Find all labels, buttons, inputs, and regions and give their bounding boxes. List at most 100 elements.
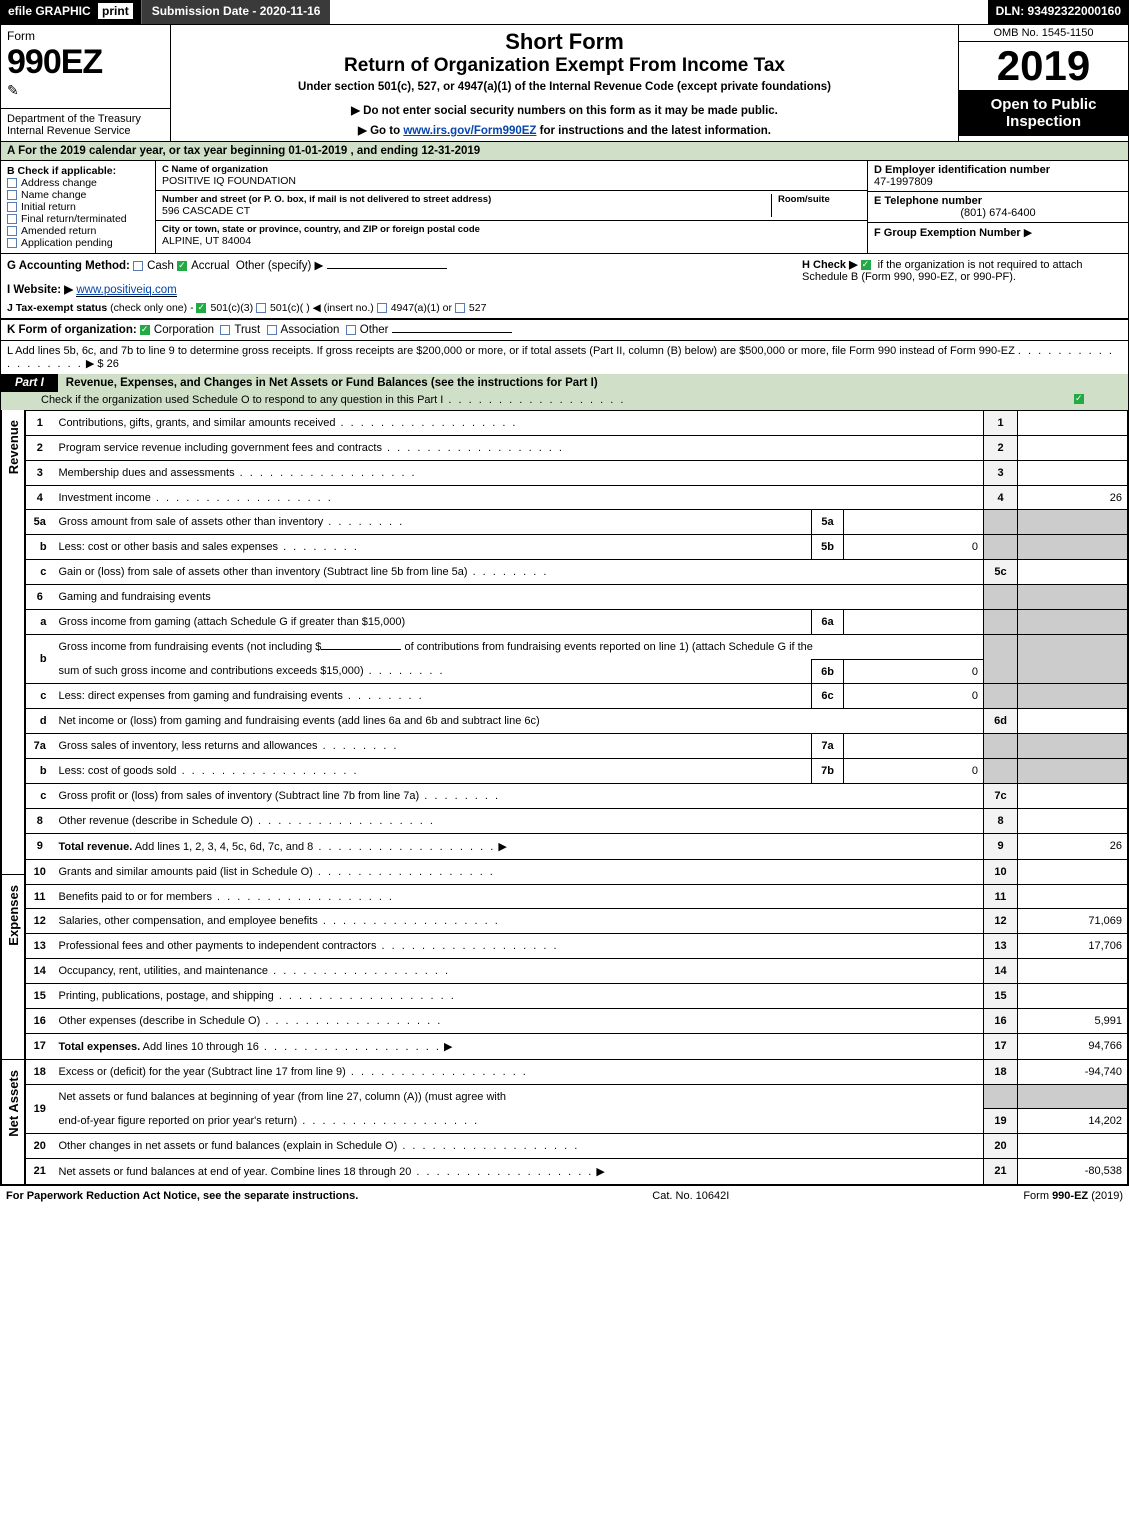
l19a-desc: Net assets or fund balances at beginning… [54,1084,984,1108]
cb-pending[interactable] [7,238,17,248]
l7b-desc: Less: cost of goods sold [59,765,359,777]
k-other-blank[interactable] [392,332,512,333]
j1: 501(c)(3) [210,302,253,314]
open-to-public: Open to Public Inspection [959,90,1128,136]
l4-desc: Investment income [59,492,333,504]
footer-mid: Cat. No. 10642I [652,1190,729,1202]
cb-other[interactable] [346,325,356,335]
line-2: 2Program service revenue including gover… [26,435,1128,460]
l5c-desc: Gain or (loss) from sale of assets other… [59,566,549,578]
l5a-desc: Gross amount from sale of assets other t… [59,516,405,528]
page-footer: For Paperwork Reduction Act Notice, see … [0,1186,1129,1206]
k2: Association [281,324,340,336]
cb-trust[interactable] [220,325,230,335]
cb-initial[interactable] [7,202,17,212]
l9-desc: Add lines 1, 2, 3, 4, 5c, 6d, 7c, and 8 [135,841,496,853]
l15-desc: Printing, publications, postage, and shi… [59,990,456,1002]
g-label: G Accounting Method: [7,260,130,272]
cb-501c[interactable] [256,303,266,313]
line-15: 15Printing, publications, postage, and s… [26,984,1128,1009]
dept-treasury: Department of the Treasury Internal Reve… [1,108,170,141]
l6b-pre: Gross income from fundraising events (no… [59,641,322,653]
cb-amended[interactable] [7,226,17,236]
dots [443,394,625,406]
e-label: E Telephone number [874,195,1122,207]
cb-name[interactable] [7,190,17,200]
l6b-blank[interactable] [321,649,401,650]
form-header: Form 990EZ ✎ Department of the Treasury … [1,25,1128,142]
k-label: K Form of organization: [7,324,137,336]
line-10: 10Grants and similar amounts paid (list … [26,859,1128,884]
cb-4947[interactable] [377,303,387,313]
j4: 527 [469,302,487,314]
website-link[interactable]: www.positiveiq.com [76,284,176,297]
l1-desc: Contributions, gifts, grants, and simila… [59,417,518,429]
cb-schedule-b[interactable] [861,260,871,270]
b-label: B Check if applicable: [7,165,149,177]
b-item: Initial return [21,201,76,213]
line-7c: cGross profit or (loss) from sales of in… [26,783,1128,808]
j2: 501(c)( ) ◀ (insert no.) [270,302,374,314]
omb-number: OMB No. 1545-1150 [959,25,1128,42]
b-item: Address change [21,177,97,189]
i-label: I Website: ▶ [7,284,73,296]
cb-schedule-o[interactable] [1074,394,1084,404]
line-5b: bLess: cost or other basis and sales exp… [26,535,1128,560]
section-c: C Name of organization POSITIVE IQ FOUND… [156,161,868,253]
period-text: For the 2019 calendar year, or tax year … [18,145,480,157]
row-g: G Accounting Method: Cash Accrual Other … [7,258,796,314]
section-b: B Check if applicable: Address change Na… [1,161,156,253]
g-other-blank[interactable] [327,268,447,269]
line-7a: 7aGross sales of inventory, less returns… [26,734,1128,759]
cb-assoc[interactable] [267,325,277,335]
cb-final[interactable] [7,214,17,224]
cb-accrual[interactable] [177,261,187,271]
k0: Corporation [154,324,214,336]
l13-desc: Professional fees and other payments to … [59,940,559,952]
b-item: Name change [21,189,86,201]
row-l: L Add lines 5b, 6c, and 7b to line 9 to … [1,340,1128,374]
goto-link[interactable]: www.irs.gov/Form990EZ [403,125,536,137]
goto-line: ▶ Go to www.irs.gov/Form990EZ for instru… [177,123,952,137]
side-expenses: Expenses [1,875,25,1060]
line-9: 9Total revenue. Add lines 1, 2, 3, 4, 5c… [26,833,1128,859]
l18-desc: Excess or (deficit) for the year (Subtra… [59,1066,528,1078]
footer-left: For Paperwork Reduction Act Notice, see … [6,1190,358,1202]
l6-desc: Gaming and fundraising events [54,585,984,610]
part1-title: Revenue, Expenses, and Changes in Net As… [58,374,1128,392]
l6b-mid: of contributions from fundraising events… [404,641,812,653]
main-title: Return of Organization Exempt From Incom… [177,55,952,77]
print-button[interactable]: print [98,3,133,19]
line-19a: 19Net assets or fund balances at beginni… [26,1084,1128,1108]
part1-tag: Part I [1,374,58,392]
cb-corp[interactable] [140,325,150,335]
l9-b: Total revenue. [59,841,133,853]
line-4: 4Investment income426 [26,485,1128,510]
cb-cash[interactable] [133,261,143,271]
g-cash: Cash [147,260,174,272]
f-label: F Group Exemption Number [874,227,1021,239]
line-6b-2: sum of such gross income and contributio… [26,659,1128,684]
topbar-spacer [330,0,987,24]
l3-desc: Membership dues and assessments [59,467,417,479]
line-6d: dNet income or (loss) from gaming and fu… [26,709,1128,734]
ein: 47-1997809 [874,176,1122,188]
row-h: H Check ▶ if the organization is not req… [802,258,1122,314]
lines-table: 1Contributions, gifts, grants, and simil… [25,410,1128,1185]
part1-header: Part I Revenue, Expenses, and Changes in… [1,374,1128,392]
line-6: 6Gaming and fundraising events [26,585,1128,610]
room-label: Room/suite [778,194,861,205]
l21-desc: Net assets or fund balances at end of ye… [59,1166,594,1178]
l20-desc: Other changes in net assets or fund bala… [59,1140,580,1152]
cb-527[interactable] [455,303,465,313]
h-label: H Check ▶ [802,259,858,271]
subtitle: Under section 501(c), 527, or 4947(a)(1)… [177,81,952,93]
form-frame: Form 990EZ ✎ Department of the Treasury … [0,24,1129,1186]
line-6c: cLess: direct expenses from gaming and f… [26,684,1128,709]
b-item: Application pending [21,237,113,249]
line-19b: end-of-year figure reported on prior yea… [26,1109,1128,1134]
cb-address[interactable] [7,178,17,188]
side-revenue: Revenue [1,410,25,875]
cb-501c3[interactable] [196,303,206,313]
mini-icon: ✎ [7,82,164,99]
